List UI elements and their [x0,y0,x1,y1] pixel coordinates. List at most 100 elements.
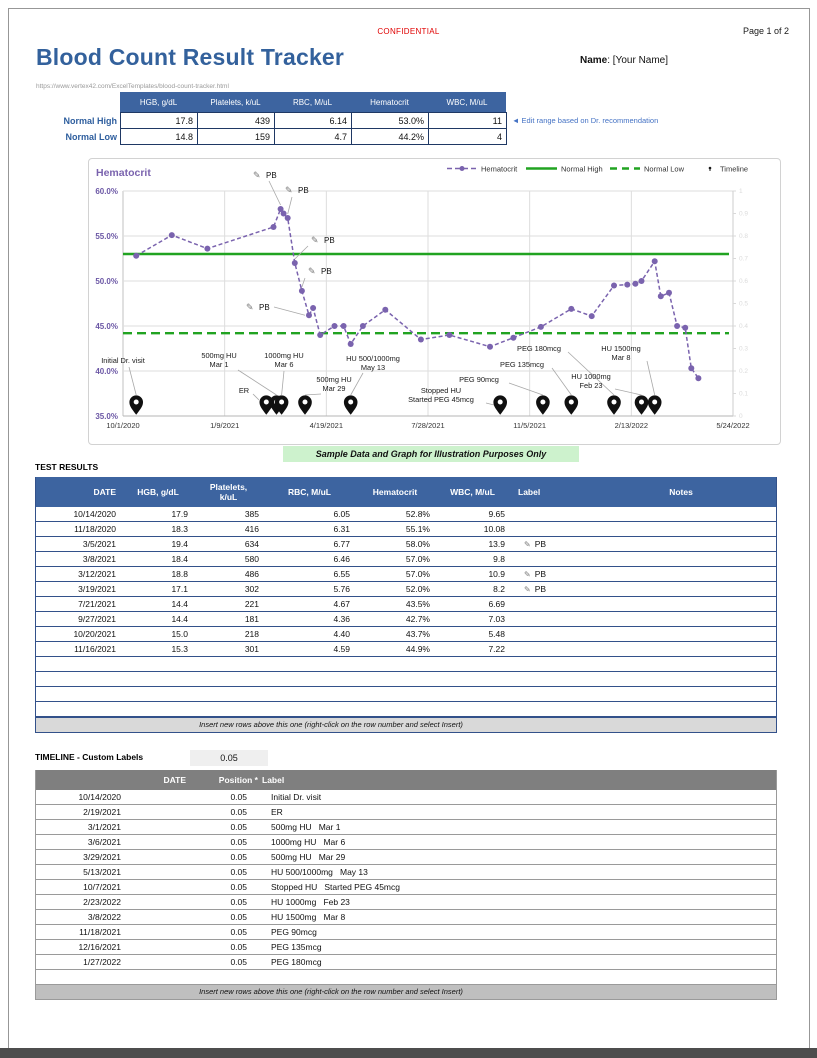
rbc-cell[interactable]: 4.36 [333,614,350,624]
normal-range-cell[interactable]: 159 [197,128,275,145]
rbc-cell[interactable]: 6.05 [333,509,350,519]
timeline-label-cell[interactable]: ER [271,807,283,817]
timeline-date-cell[interactable]: 1/27/2022 [83,957,121,967]
normal-range-cell[interactable]: 44.2% [351,128,429,145]
wbc-cell[interactable]: 13.9 [488,539,505,549]
date-cell[interactable]: 10/20/2021 [73,629,116,639]
timeline-position-cell[interactable]: 0.05 [230,942,247,952]
timeline-date-cell[interactable]: 2/19/2021 [83,807,121,817]
timeline-date-cell[interactable]: 3/29/2021 [83,852,121,862]
platelets-cell[interactable]: 218 [244,629,259,639]
rbc-cell[interactable]: 4.40 [333,629,350,639]
rbc-cell[interactable]: 4.67 [333,599,350,609]
hgb-cell[interactable]: 15.3 [171,644,188,654]
hematocrit-cell[interactable]: 43.5% [405,599,430,609]
timeline-label-cell[interactable]: HU 500/1000mg May 13 [271,867,368,877]
timeline-label-cell[interactable]: PEG 180mcg [271,957,322,967]
normal-range-cell[interactable]: 17.8 [120,112,198,129]
timeline-position-cell[interactable]: 0.05 [230,807,247,817]
name-value[interactable]: : [Your Name] [607,55,669,66]
label-cell[interactable] [510,507,588,521]
label-cell[interactable] [510,642,588,656]
empty-row[interactable] [36,970,776,985]
timeline-date-cell[interactable]: 5/13/2021 [83,867,121,877]
timeline-date-cell[interactable]: 2/23/2022 [83,897,121,907]
date-cell[interactable]: 3/12/2021 [78,569,116,579]
date-cell[interactable]: 3/8/2021 [82,554,116,564]
template-url-link[interactable]: https://www.vertex42.com/ExcelTemplates/… [36,83,229,90]
rbc-cell[interactable]: 6.55 [333,569,350,579]
timeline-position-cell[interactable]: 0.05 [230,867,247,877]
timeline-label-cell[interactable]: HU 1000mg Feb 23 [271,897,350,907]
timeline-label-cell[interactable]: 500mg HU Mar 29 [271,852,346,862]
wbc-cell[interactable]: 10.08 [483,524,505,534]
timeline-date-cell[interactable]: 11/18/2021 [79,927,121,937]
label-cell[interactable] [510,597,588,611]
hgb-cell[interactable]: 18.3 [171,524,188,534]
timeline-position-cell[interactable]: 0.05 [230,837,247,847]
timeline-label-cell[interactable]: 500mg HU Mar 1 [271,822,341,832]
notes-cell[interactable] [588,627,774,641]
normal-range-cell[interactable]: 439 [197,112,275,129]
timeline-date-cell[interactable]: 10/7/2021 [83,882,121,892]
label-cell[interactable]: ✎ PB [524,569,547,579]
hgb-cell[interactable]: 14.4 [171,599,188,609]
normal-range-cell[interactable]: 4 [428,128,507,145]
rbc-cell[interactable]: 6.46 [333,554,350,564]
platelets-cell[interactable]: 486 [244,569,259,579]
timeline-position-cell[interactable]: 0.05 [230,957,247,967]
empty-row[interactable] [36,657,776,672]
notes-cell[interactable] [588,582,774,596]
empty-row[interactable] [36,687,776,702]
hematocrit-cell[interactable]: 58.0% [405,539,430,549]
notes-cell[interactable] [588,612,774,626]
label-cell[interactable] [510,612,588,626]
normal-range-cell[interactable]: 6.14 [274,112,352,129]
notes-cell[interactable] [588,522,774,536]
hgb-cell[interactable]: 17.1 [171,584,188,594]
timeline-position-cell[interactable]: 0.05 [230,912,247,922]
hgb-cell[interactable]: 19.4 [171,539,188,549]
timeline-label-cell[interactable]: Initial Dr. visit [271,792,322,802]
timeline-date-cell[interactable]: 3/6/2021 [87,837,121,847]
label-cell[interactable] [510,627,588,641]
hgb-cell[interactable]: 17.9 [171,509,188,519]
hematocrit-cell[interactable]: 57.0% [405,554,430,564]
wbc-cell[interactable]: 5.48 [488,629,505,639]
timeline-position-cell[interactable]: 0.05 [230,882,247,892]
timeline-date-cell[interactable]: 12/16/2021 [78,942,121,952]
timeline-position-cell[interactable]: 0.05 [230,792,247,802]
platelets-cell[interactable]: 416 [244,524,259,534]
timeline-label-cell[interactable]: PEG 135mcg [271,942,322,952]
notes-cell[interactable] [588,642,774,656]
timeline-date-cell[interactable]: 3/8/2022 [87,912,121,922]
normal-range-cell[interactable]: 53.0% [351,112,429,129]
platelets-cell[interactable]: 302 [244,584,259,594]
hematocrit-cell[interactable]: 42.7% [405,614,430,624]
timeline-date-cell[interactable]: 3/1/2021 [87,822,121,832]
date-cell[interactable]: 11/18/2020 [74,524,116,534]
wbc-cell[interactable]: 10.9 [488,569,505,579]
normal-range-cell[interactable]: 14.8 [120,128,198,145]
date-cell[interactable]: 11/16/2021 [74,644,116,654]
notes-cell[interactable] [588,537,774,551]
label-cell[interactable] [510,522,588,536]
timeline-position-cell[interactable]: 0.05 [230,927,247,937]
hematocrit-cell[interactable]: 57.0% [405,569,430,579]
label-cell[interactable]: ✎ PB [524,584,547,594]
timeline-position-cell[interactable]: 0.05 [230,897,247,907]
platelets-cell[interactable]: 580 [244,554,259,564]
wbc-cell[interactable]: 9.65 [488,509,505,519]
timeline-date-cell[interactable]: 10/14/2020 [78,792,121,802]
hematocrit-cell[interactable]: 55.1% [405,524,430,534]
wbc-cell[interactable]: 7.03 [488,614,505,624]
hematocrit-cell[interactable]: 43.7% [405,629,430,639]
empty-row[interactable] [36,702,776,717]
timeline-label-cell[interactable]: 1000mg HU Mar 6 [271,837,346,847]
wbc-cell[interactable]: 9.8 [493,554,505,564]
platelets-cell[interactable]: 221 [244,599,259,609]
date-cell[interactable]: 10/14/2020 [73,509,116,519]
rbc-cell[interactable]: 6.77 [333,539,350,549]
label-cell[interactable] [510,552,588,566]
name-field[interactable]: Name: [Your Name] [580,55,668,66]
